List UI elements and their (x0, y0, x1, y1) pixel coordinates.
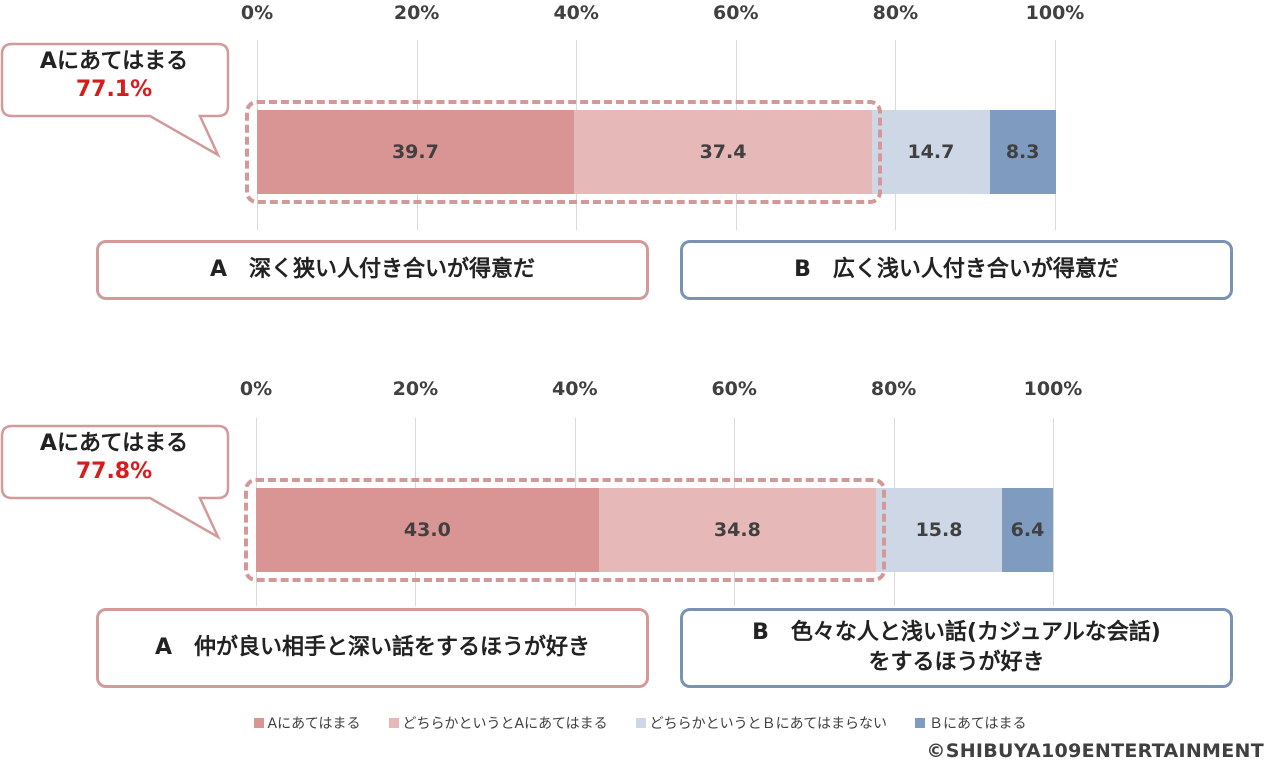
a-total-highlight (244, 478, 887, 582)
bar-segment-b-lean: 14.7 (872, 110, 990, 194)
statement-b-text: B 広く浅い人付き合いが得意だ (794, 257, 1119, 282)
legend-swatch (915, 718, 926, 728)
bar-value-label: 8.3 (1005, 141, 1040, 163)
x-tick-label: 100% (1023, 378, 1083, 400)
statement-b-text-line2: をするほうが好き (868, 650, 1045, 675)
chart-close-vs-casual-conversation: 0% 20% 40% 60% 80% 100% 43.0 34.8 15.8 6.4 Aにあては… (0, 378, 1280, 698)
legend-swatch (388, 718, 399, 728)
x-tick-label: 0% (239, 378, 273, 400)
callout-a-total: Aにあてはまる 77.8% (0, 424, 230, 541)
bar-value-label: 37.4 (699, 141, 747, 163)
a-total-highlight (245, 100, 883, 204)
x-tick-label: 40% (552, 378, 598, 400)
legend-label: Ｂにあてはまる (929, 716, 1027, 732)
bar-value-label: 15.8 (915, 519, 963, 541)
bar-segment-b: 6.4 (1001, 488, 1053, 572)
gridline (1053, 418, 1054, 606)
bar-value-label: 43.0 (403, 519, 451, 541)
legend-label: Aにあてはまる (267, 716, 361, 732)
x-tick-label: 80% (872, 2, 919, 24)
bar-value-label: 39.7 (391, 141, 439, 163)
callout-percentage: 77.1% (75, 77, 153, 102)
statement-a-box: A 仲が良い相手と深い話をするほうが好き (96, 608, 649, 688)
bar-segment-a-lean: 34.8 (598, 488, 877, 572)
bar-segment-b: 8.3 (989, 110, 1056, 194)
legend-item: どちらかというとAにあてはまる (388, 712, 608, 734)
x-tick-label: 60% (713, 2, 759, 24)
legend-item: Ｂにあてはまる (915, 712, 1026, 734)
callout-label: Aにあてはまる (39, 431, 189, 456)
statement-b-text-line1: B 色々な人と浅い話(カジュアルな会話) (752, 620, 1161, 645)
legend-item: Aにあてはまる (253, 712, 361, 734)
bar-segment-a: 43.0 (256, 488, 599, 572)
x-tick-label: 80% (870, 378, 917, 400)
statement-b-box: B 広く浅い人付き合いが得意だ (680, 240, 1233, 300)
statement-a-text: A 仲が良い相手と深い話をするほうが好き (154, 635, 591, 660)
statement-a-box: A 深く狭い人付き合いが得意だ (96, 240, 649, 300)
statement-b-box: B 色々な人と浅い話(カジュアルな会話) をするほうが好き (680, 608, 1233, 688)
x-tick-label: 20% (392, 378, 439, 400)
callout-a-total: Aにあてはまる 77.1% (0, 42, 230, 159)
legend-item: どちらかというとＢにあてはまらない (635, 712, 888, 734)
callout-bubble-shape (0, 42, 230, 159)
callout-label: Aにあてはまる (39, 49, 189, 74)
copyright-credit: ©SHIBUYA109ENTERTAINMENT (926, 740, 1264, 762)
bar-segment-a-lean: 37.4 (573, 110, 873, 194)
x-tick-label: 20% (393, 2, 440, 24)
bar-value-label: 6.4 (1010, 519, 1045, 541)
legend-swatch (253, 718, 264, 728)
callout-percentage: 77.8% (75, 459, 153, 484)
chart-deep-vs-wide-relationships: 0% 20% 40% 60% 80% 100% 39.7 37.4 14.7 8.3 Aにあては… (0, 0, 1280, 310)
bar-value-label: 34.8 (713, 519, 761, 541)
statement-a-text: A 深く狭い人付き合いが得意だ (209, 257, 536, 282)
bar-segment-a: 39.7 (257, 110, 574, 194)
x-tick-label: 100% (1025, 2, 1085, 24)
legend-label: どちらかというとＢにあてはまらない (649, 716, 888, 732)
x-tick-label: 0% (240, 2, 274, 24)
x-tick-label: 40% (553, 2, 599, 24)
bar-value-label: 14.7 (907, 141, 955, 163)
bar-segment-b-lean: 15.8 (876, 488, 1002, 572)
x-tick-label: 60% (711, 378, 757, 400)
legend-label: どちらかというとAにあてはまる (402, 716, 608, 732)
callout-bubble-shape (0, 424, 230, 541)
legend-swatch (635, 718, 646, 728)
legend: Aにあてはまる どちらかというとAにあてはまる どちらかというとＢにあてはまらない Ｂ… (0, 712, 1280, 734)
